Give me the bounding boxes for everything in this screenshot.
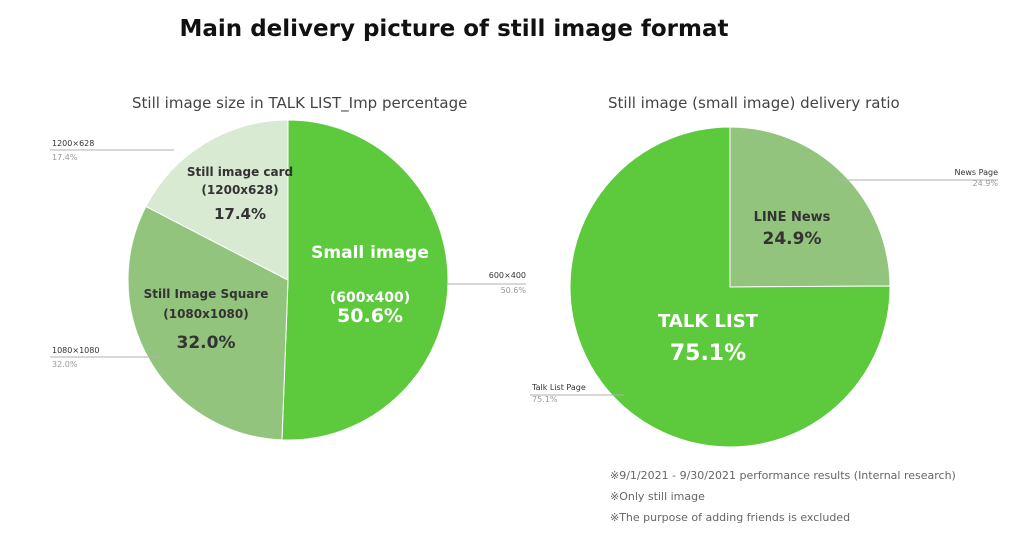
- slice-name-label: Still Image Square: [144, 287, 269, 301]
- slice-value-label: 75.1%: [670, 341, 746, 366]
- callout-label: 1200×628: [52, 139, 94, 148]
- slice-size-label: (1080x1080): [163, 307, 249, 321]
- callout-value: 32.0%: [52, 360, 78, 369]
- callout-value: 50.6%: [501, 286, 527, 295]
- slice-value-label: 24.9%: [763, 229, 822, 249]
- callout-value: 24.9%: [973, 179, 999, 188]
- callout-label: Talk List Page: [531, 383, 586, 392]
- slice-value-label: 50.6%: [337, 305, 403, 327]
- callout-value: 17.4%: [52, 153, 78, 162]
- slice-value-label: 17.4%: [214, 205, 266, 223]
- callout-label: 600×400: [489, 271, 526, 280]
- chart-title-delivery-ratio: Still image (small image) delivery ratio: [608, 94, 900, 112]
- slice-size-label: (1200x628): [201, 183, 278, 197]
- slice-name-label: Still image card: [187, 165, 293, 179]
- callout-label: 1080×1080: [52, 346, 99, 355]
- slice-name-label: Small image: [311, 243, 429, 263]
- slice-size-label: (600x400): [330, 290, 410, 306]
- pie-slice-chart2-1: [729, 126, 891, 288]
- footnote-period: ※9/1/2021 - 9/30/2021 performance result…: [610, 469, 956, 482]
- footnote-exclusion: ※The purpose of adding friends is exclud…: [610, 511, 851, 524]
- footnote-still-image: ※Only still image: [610, 490, 705, 503]
- pie-slice-chart1-2: [127, 205, 289, 441]
- pie-slice-chart2-2: [569, 126, 891, 448]
- slice-name-label: LINE News: [754, 210, 831, 225]
- slice-value-label: 32.0%: [177, 333, 236, 353]
- chart-title-image-size: Still image size in TALK LIST_Imp percen…: [132, 94, 468, 112]
- callout-label: News Page: [954, 168, 998, 177]
- slice-name-label: TALK LIST: [658, 311, 759, 332]
- page-title: Main delivery picture of still image for…: [179, 16, 729, 42]
- pie-slice-chart1-1: [281, 119, 449, 441]
- callout-value: 75.1%: [532, 395, 558, 404]
- pie-slice-chart1-3: [145, 119, 289, 281]
